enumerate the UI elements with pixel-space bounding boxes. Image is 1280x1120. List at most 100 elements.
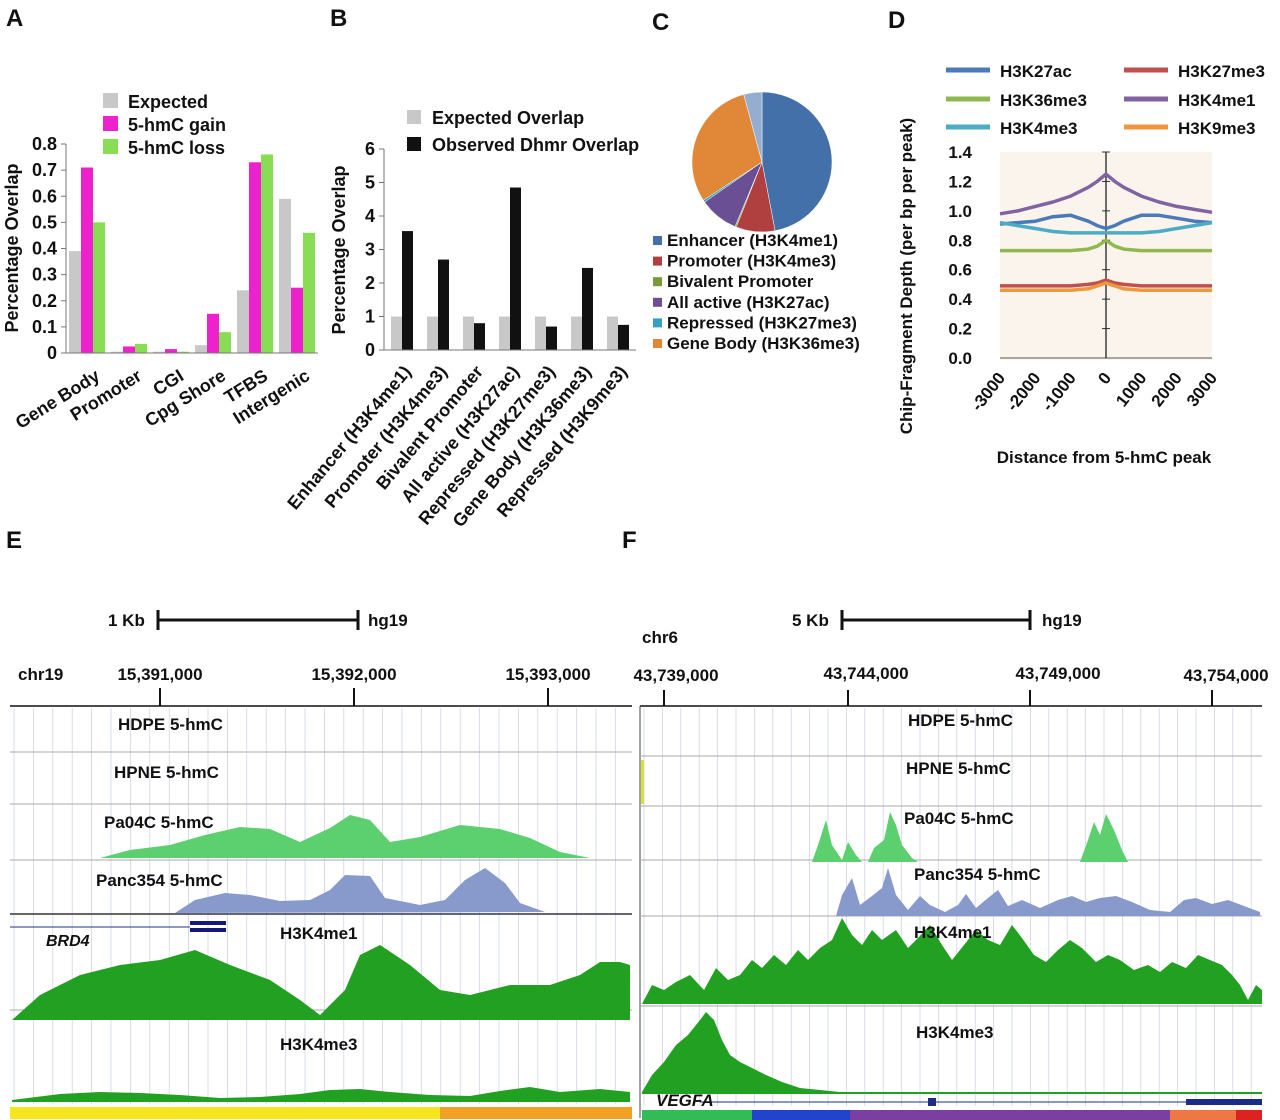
legend-label-gain: 5-hmC gain — [128, 115, 226, 135]
chromhmm-band-e — [440, 1107, 632, 1119]
chromhmm-band-f — [1170, 1110, 1236, 1120]
bar-a-expected — [195, 345, 207, 353]
track-label-e-panc354: Panc354 5-hmC — [96, 871, 223, 890]
pie-legend-swatch — [653, 236, 662, 245]
panel-f-coord-3: 43,749,000 — [1015, 664, 1100, 683]
chromhmm-band-f — [770, 1110, 850, 1120]
legend-label-h3k36me3: H3K36me3 — [1000, 91, 1087, 110]
pie-legend-label: Enhancer (H3K4me1) — [667, 231, 838, 250]
y-tick-label: 0.8 — [948, 231, 972, 250]
brd4-exon — [190, 921, 226, 925]
bar-b-observed-dhmr-overlap — [402, 231, 413, 350]
y-tick-label: 0.8 — [32, 134, 57, 154]
legend-swatch-expected — [103, 93, 118, 108]
pie-legend-swatch — [653, 256, 662, 266]
bar-b-expected-overlap — [427, 316, 438, 350]
panel-letter-e: E — [6, 527, 22, 554]
category-label: Cpg Shore — [141, 365, 229, 430]
bar-b-expected-overlap — [571, 316, 582, 350]
track-label-f-hpne: HPNE 5-hmC — [906, 759, 1011, 778]
bar-a-expected — [153, 351, 165, 353]
track-f-h3k4me3-signal — [642, 1012, 1262, 1094]
track-e-h3k4me3-signal — [12, 1087, 630, 1102]
gene-label-brd4: BRD4 — [46, 933, 90, 950]
track-f-panc354-signal — [836, 868, 1260, 916]
y-tick-label: 0.1 — [32, 317, 57, 337]
y-tick-label: 2 — [365, 273, 375, 293]
panel-b-chart: Percentage Overlap Expected Overlap Obse… — [283, 108, 639, 531]
bar-b-observed-dhmr-overlap — [546, 326, 557, 350]
panel-d-chart: H3K27ac H3K27me3 H3K36me3 H3K4me1 H3K4me3 H3K… — [897, 62, 1265, 467]
line-series-h3k27ac — [999, 213, 1213, 231]
legend-swatch-expected-overlap — [407, 110, 421, 124]
y-tick-label: 5 — [365, 173, 375, 193]
vegfa-exon — [928, 1098, 936, 1106]
legend-label-h3k4me3: H3K4me3 — [1000, 119, 1078, 138]
chromhmm-band-f — [642, 1110, 752, 1120]
bar-b-observed-dhmr-overlap — [510, 187, 521, 350]
legend-swatch-loss — [103, 139, 118, 154]
bar-a-5-hmc-gain — [123, 346, 135, 353]
bar-a-5-hmc-loss — [93, 222, 105, 353]
y-tick-label: 0.6 — [948, 261, 972, 280]
x-tick-label: -1000 — [1038, 369, 1080, 415]
bar-b-observed-dhmr-overlap — [438, 259, 449, 350]
bar-a-5-hmc-loss — [219, 332, 231, 353]
track-e-panc354-signal — [175, 868, 545, 913]
panel-e-coord-3: 15,393,000 — [505, 665, 590, 684]
y-tick-label: 0.4 — [948, 290, 972, 309]
panel-letter-d: D — [888, 7, 905, 34]
x-tick-label: 3000 — [1183, 369, 1221, 411]
panel-f-coord-4: 43,754,000 — [1183, 666, 1268, 685]
bar-b-expected-overlap — [463, 316, 474, 350]
pie-legend-label: Promoter (H3K4me3) — [667, 252, 836, 271]
chromhmm-band-f — [850, 1110, 1170, 1120]
y-tick-label: 3 — [365, 240, 375, 260]
track-e-pa04c-signal — [100, 815, 590, 858]
pie-legend-swatch — [653, 318, 662, 328]
vegfa-exon — [1186, 1099, 1262, 1105]
panel-b-ylabel: Percentage Overlap — [329, 165, 349, 334]
track-label-f-h3k4me3: H3K4me3 — [916, 1023, 994, 1042]
panel-letter-b: B — [330, 5, 347, 32]
panel-letter-c: C — [652, 9, 669, 36]
y-tick-label: 6 — [365, 139, 375, 159]
hpne-f-edge-mark — [641, 760, 644, 804]
pie-legend-label: Bivalent Promoter — [667, 272, 814, 291]
x-tick-label: -3000 — [967, 369, 1009, 415]
y-tick-label: 0.5 — [32, 212, 57, 232]
y-tick-label: 0.2 — [948, 320, 972, 339]
bar-b-expected-overlap — [607, 316, 618, 350]
bar-a-5-hmc-gain — [207, 313, 219, 353]
bar-a-5-hmc-loss — [177, 351, 189, 353]
panel-e-chrom: chr19 — [18, 665, 63, 684]
line-series-h3k4me3 — [999, 220, 1213, 235]
legend-label-expected: Expected — [128, 92, 208, 112]
panel-c-chart: Enhancer (H3K4me1) Promoter (H3K4me3)Biva… — [653, 91, 860, 353]
brd4-exon — [190, 928, 226, 932]
track-e-h3k4me1-signal — [12, 945, 630, 1020]
pie-legend-label: Repressed (H3K27me3) — [667, 313, 857, 332]
bar-a-5-hmc-loss — [303, 232, 315, 353]
legend-swatch-gain — [103, 116, 118, 131]
chromhmm-band-f — [1236, 1110, 1262, 1120]
legend-label-h3k9me3: H3K9me3 — [1178, 119, 1256, 138]
bar-a-expected — [69, 251, 81, 353]
track-label-e-h3k4me3: H3K4me3 — [280, 1035, 358, 1054]
track-f-pa04c-peak — [868, 812, 918, 862]
panel-d-ylabel: Chip-Fragment Depth (per bp per peak) — [897, 118, 916, 434]
line-series-h3k36me3 — [1000, 238, 1212, 253]
y-tick-label: 0.2 — [32, 291, 57, 311]
y-tick-label: 0.4 — [32, 239, 57, 259]
panel-letter-a: A — [6, 5, 23, 32]
y-tick-label: 0.0 — [948, 349, 972, 368]
line-series-h3k9me3 — [1000, 281, 1212, 293]
pie-slice — [761, 91, 833, 232]
pie-legend-swatch — [653, 277, 662, 287]
panel-f-coord-1: 43,739,000 — [633, 666, 718, 685]
track-label-f-pa04c: Pa04C 5-hmC — [904, 809, 1014, 828]
panel-f-assembly: hg19 — [1042, 611, 1082, 630]
bar-a-5-hmc-loss — [135, 343, 147, 353]
pie-slice — [743, 91, 763, 163]
